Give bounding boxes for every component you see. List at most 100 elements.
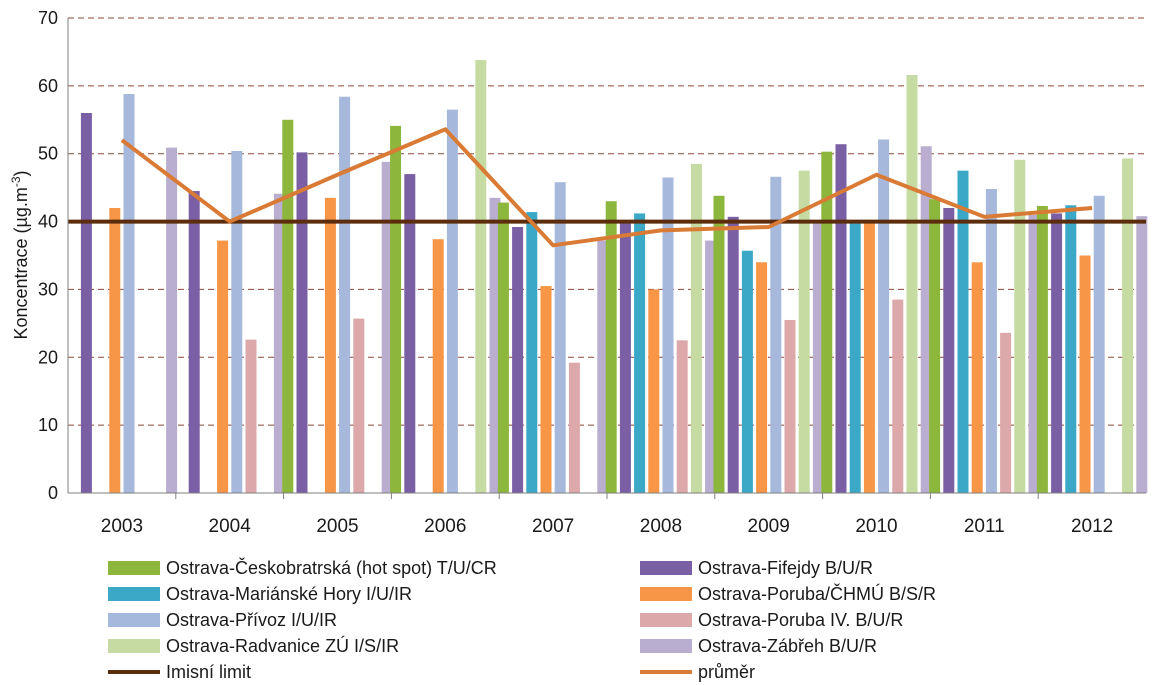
bar: [282, 119, 294, 494]
bar: [390, 125, 402, 494]
bar: [662, 177, 674, 493]
legend-swatch: [640, 639, 692, 653]
bar: [798, 170, 810, 493]
chart: 0 10 20 30 40 50 60 70 2003 2004 2005 2006 2007 2008…: [9, 8, 1148, 537]
bar: [1136, 216, 1148, 493]
legend-item: Ostrava-Poruba/ČHMÚ B/S/R: [640, 583, 936, 605]
y-tick-label: 30: [38, 279, 58, 299]
bar: [446, 109, 458, 493]
bar: [273, 193, 285, 493]
y-axis-label: Koncentrace (µg.m-3): [9, 170, 31, 339]
x-tick-label: 2010: [855, 516, 897, 537]
legend-label: Ostrava-Fifejdy B/U/R: [698, 557, 874, 578]
bar: [741, 250, 753, 493]
y-tick-label: 70: [38, 8, 58, 28]
bar: [648, 289, 660, 493]
legend-swatch: [108, 561, 160, 575]
bar: [812, 220, 824, 493]
average-line: [120, 127, 1093, 248]
legend-item: Ostrava-Mariánské Hory I/U/IR: [108, 583, 412, 605]
x-tick-labels: 2003 2004 2005 2006 2007 2008 2009 2010 2011 2012: [101, 493, 1113, 537]
x-tick-label: 2011: [964, 516, 1005, 537]
bar: [634, 213, 646, 493]
x-tick-label: 2008: [640, 516, 682, 537]
y-tick-label: 20: [38, 347, 58, 367]
bar: [863, 221, 875, 494]
legend-item: Ostrava-Přívoz I/U/IR: [108, 609, 337, 631]
bar: [1122, 158, 1134, 493]
x-tick-label: 2006: [424, 516, 466, 537]
legend-swatch: [640, 587, 692, 601]
legend-label: Ostrava-Přívoz I/U/IR: [166, 609, 338, 630]
legend-item: Ostrava-Radvanice ZÚ I/S/IR: [108, 635, 399, 657]
bar: [985, 189, 997, 493]
bar: [568, 362, 580, 493]
bar: [404, 174, 416, 494]
legend-swatch: [640, 561, 692, 575]
legend-label: Ostrava-Radvanice ZÚ I/S/IR: [166, 635, 400, 656]
x-tick-label: 2003: [101, 516, 143, 537]
bar: [1051, 213, 1063, 493]
legend-item: Ostrava-Českobratrská (hot spot) T/U/CR: [108, 557, 497, 579]
bar: [943, 208, 955, 493]
bar: [971, 262, 983, 493]
bar: [957, 170, 969, 493]
bar: [597, 240, 609, 493]
legend-item: Ostrava-Zábřeh B/U/R: [640, 635, 877, 657]
bar: [906, 75, 918, 493]
bar: [109, 208, 121, 493]
bar: [690, 163, 702, 493]
bar: [381, 161, 393, 493]
bar: [878, 139, 890, 493]
legend-label: Ostrava-Poruba/ČHMÚ B/S/R: [698, 583, 937, 604]
bar: [605, 201, 617, 493]
bar: [554, 182, 566, 493]
bar: [892, 299, 904, 493]
y-tick-labels: 0 10 20 30 40 50 60 70: [38, 8, 58, 503]
bar: [489, 197, 501, 494]
x-tick-label: 2007: [532, 516, 574, 537]
legend-swatch: [108, 613, 160, 627]
bar: [1093, 195, 1105, 494]
bar: [123, 94, 135, 493]
bar: [1065, 205, 1077, 494]
legend-item: Ostrava-Fifejdy B/U/R: [640, 557, 873, 579]
legend-line-swatch: [640, 670, 692, 674]
bar: [849, 221, 861, 494]
bar: [497, 202, 509, 494]
legend-label: Ostrava-Poruba IV. B/U/R: [698, 609, 904, 630]
bar: [526, 212, 538, 494]
bar: [770, 176, 782, 494]
y-tick-label: 50: [38, 144, 58, 164]
bars: [80, 60, 1148, 494]
bar: [619, 222, 631, 493]
bar: [705, 240, 717, 493]
y-tick-label: 60: [38, 76, 58, 96]
bar: [920, 146, 932, 493]
bar: [1014, 159, 1026, 494]
bar: [784, 319, 796, 493]
bar: [1036, 205, 1048, 493]
bar: [1079, 255, 1091, 493]
bar: [1028, 214, 1040, 494]
legend-swatch: [640, 613, 692, 627]
bar: [713, 195, 725, 494]
bar: [217, 240, 229, 493]
bar: [324, 197, 336, 494]
bar: [80, 113, 92, 493]
bar: [245, 339, 257, 493]
legend-label: Ostrava-Mariánské Hory I/U/IR: [166, 583, 413, 604]
x-tick-label: 2012: [1071, 516, 1113, 537]
legend-label: Ostrava-Českobratrská (hot spot) T/U/CR: [166, 557, 497, 578]
bar: [296, 152, 308, 493]
bar: [166, 147, 178, 493]
bar: [835, 144, 847, 493]
legend-label: Imisní limit: [166, 661, 251, 682]
y-tick-label: 10: [38, 415, 58, 435]
bar: [339, 96, 351, 493]
bar: [756, 262, 768, 493]
bar: [1000, 332, 1012, 493]
legend-item: průměr: [640, 661, 755, 683]
x-tick-label: 2009: [748, 516, 790, 537]
legend-swatch: [108, 639, 160, 653]
